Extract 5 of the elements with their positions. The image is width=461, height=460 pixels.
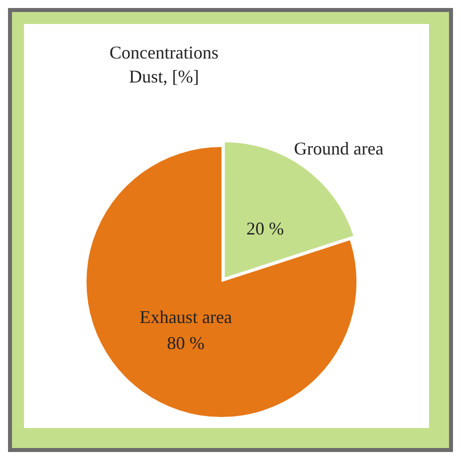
slice-label: Ground area [294,138,384,159]
slice-label: Exhaust area [140,306,232,327]
data-label: 20 % [246,218,284,239]
chart-title: Concentrations Dust, [%] [110,42,218,87]
data-label: 80 % [167,332,205,353]
